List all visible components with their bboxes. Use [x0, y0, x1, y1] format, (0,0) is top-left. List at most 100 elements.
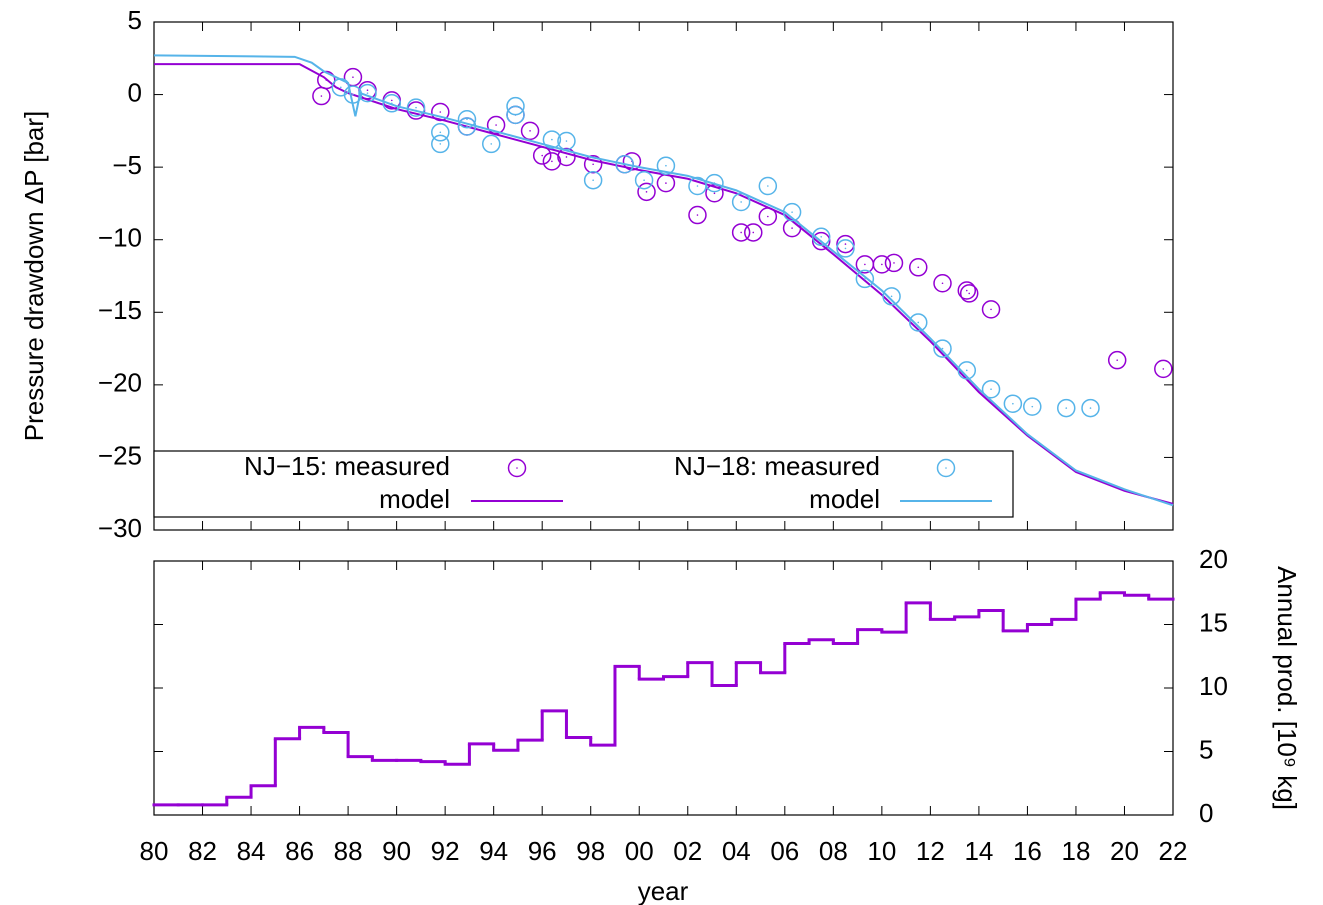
y2-tick-label: 5	[1199, 734, 1213, 764]
model-line	[154, 63, 1174, 505]
y2-tick-label: 20	[1199, 544, 1228, 574]
point-dot	[529, 130, 531, 132]
legend-swatch-dot	[516, 467, 518, 469]
measured-point	[688, 205, 707, 225]
measured-point	[358, 83, 377, 103]
point-dot	[541, 154, 543, 157]
point-dot	[941, 347, 944, 350]
x-tick-label: 84	[237, 836, 266, 866]
measured-point	[959, 284, 979, 303]
point-dot	[439, 111, 442, 113]
measured-point	[542, 130, 562, 149]
point-dot	[592, 163, 594, 166]
point-dot	[767, 185, 769, 187]
measured-point	[855, 269, 875, 289]
point-dot	[1162, 368, 1165, 370]
plot-frame	[153, 560, 1174, 816]
measured-point	[836, 234, 855, 254]
y2-tick-label: 15	[1199, 607, 1228, 637]
point-dot	[844, 247, 847, 250]
legend-box	[153, 450, 1014, 518]
point-dot	[917, 266, 920, 269]
point-dot	[740, 201, 742, 203]
measured-point	[811, 227, 831, 247]
measured-point	[884, 253, 904, 273]
point-dot	[941, 282, 944, 285]
measured-point	[656, 156, 676, 175]
point-dot	[965, 369, 968, 372]
x-axis-label: year	[638, 876, 689, 905]
x-tick-label: 98	[576, 836, 605, 866]
point-dot	[820, 236, 823, 238]
point-dot	[320, 95, 323, 97]
x-tick-label: 04	[722, 836, 751, 866]
measured-point	[1081, 398, 1100, 418]
point-dot	[893, 262, 895, 264]
point-dot	[643, 179, 645, 182]
step-riser	[225, 592, 1151, 805]
measured-point	[481, 134, 501, 154]
measured-point	[836, 239, 855, 258]
point-dot	[791, 227, 793, 229]
point-dot	[415, 106, 417, 109]
measured-point	[1154, 359, 1173, 379]
measured-point	[406, 98, 426, 117]
legend-swatch	[936, 458, 956, 478]
measured-point	[634, 170, 654, 190]
point-dot	[352, 76, 354, 78]
plot-frame	[153, 21, 1174, 531]
x-tick-label: 12	[916, 836, 945, 866]
point-dot	[439, 143, 442, 145]
point-dot	[352, 93, 354, 96]
measured-point	[957, 281, 977, 300]
measured-point	[811, 231, 831, 251]
x-tick-label: 18	[1061, 836, 1090, 866]
measured-point	[705, 173, 724, 193]
point-dot	[1012, 402, 1014, 405]
point-dot	[665, 164, 667, 167]
y-tick-label: −25	[98, 440, 142, 470]
x-tick-label: 02	[673, 836, 702, 866]
x-tick-label: 86	[285, 836, 314, 866]
measured-point	[909, 313, 928, 332]
measured-point	[583, 170, 603, 190]
point-dot	[696, 185, 699, 187]
x-tick-label: 06	[770, 836, 799, 866]
measured-point	[1107, 350, 1127, 370]
point-dot	[366, 89, 369, 92]
x-tick-label: 16	[1013, 836, 1042, 866]
y-tick-label: −10	[98, 223, 142, 253]
point-dot	[864, 263, 866, 266]
point-dot	[864, 278, 866, 280]
point-dot	[565, 140, 568, 142]
y-tick-label: 0	[128, 77, 142, 107]
measured-point	[758, 176, 778, 196]
measured-point	[1023, 397, 1042, 416]
point-dot	[990, 308, 992, 311]
measured-point	[933, 339, 952, 358]
x-tick-label: 88	[334, 836, 363, 866]
model-line	[153, 54, 1174, 507]
point-dot	[965, 289, 968, 292]
y2-tick-label: 0	[1199, 798, 1213, 828]
point-dot	[791, 211, 793, 213]
legend-swatch	[507, 458, 527, 478]
y2-axis-label: Annual prod. [10⁹ kg]	[1272, 566, 1302, 810]
measured-point	[542, 152, 562, 171]
legend-label: model	[379, 484, 450, 514]
point-dot	[968, 292, 970, 295]
point-dot	[551, 138, 553, 141]
point-dot	[844, 243, 847, 245]
measured-point	[981, 300, 1001, 319]
point-dot	[340, 86, 342, 89]
point-dot	[713, 192, 716, 195]
legend-swatch-dot	[945, 467, 947, 469]
point-dot	[466, 125, 468, 128]
point-dot	[696, 214, 699, 216]
measured-point	[957, 361, 977, 380]
measured-point	[431, 134, 450, 154]
measured-point	[744, 223, 763, 242]
measured-point	[1056, 398, 1076, 418]
x-tick-label: 14	[964, 836, 993, 866]
